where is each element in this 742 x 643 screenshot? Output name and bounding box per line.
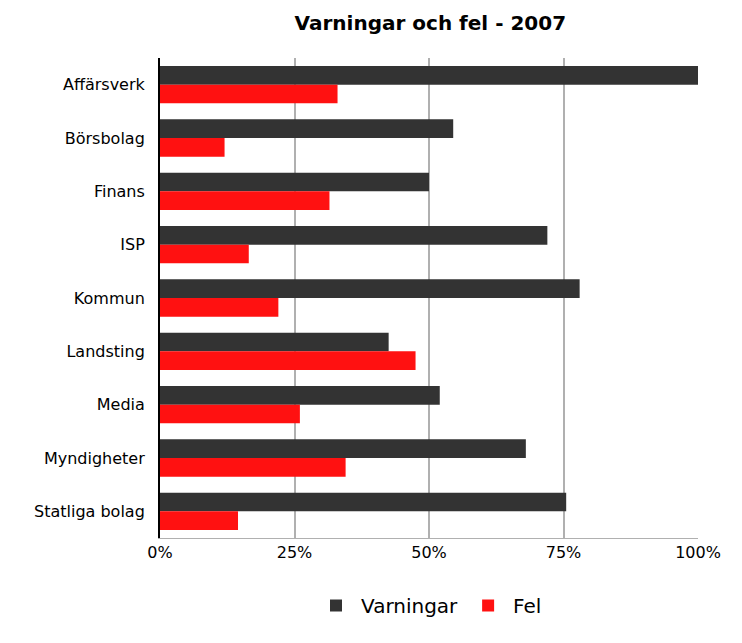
svg-text:Myndigheter: Myndigheter <box>44 449 145 468</box>
svg-text:ISP: ISP <box>120 235 145 254</box>
svg-text:Börsbolag: Börsbolag <box>65 129 145 148</box>
svg-text:Finans: Finans <box>94 182 145 201</box>
svg-text:100%: 100% <box>675 543 721 562</box>
svg-text:Varningar och fel - 2007: Varningar och fel - 2007 <box>295 11 567 35</box>
svg-text:50%: 50% <box>411 543 447 562</box>
svg-text:25%: 25% <box>277 543 313 562</box>
svg-text:Affärsverk: Affärsverk <box>63 75 146 94</box>
svg-text:Landsting: Landsting <box>66 342 144 361</box>
svg-text:Media: Media <box>97 395 145 414</box>
svg-text:Statliga bolag: Statliga bolag <box>34 502 145 521</box>
svg-text:75%: 75% <box>546 543 582 562</box>
svg-text:Fel: Fel <box>513 594 541 618</box>
svg-text:Kommun: Kommun <box>74 289 145 308</box>
svg-text:0%: 0% <box>147 543 172 562</box>
svg-text:Varningar: Varningar <box>361 594 458 618</box>
